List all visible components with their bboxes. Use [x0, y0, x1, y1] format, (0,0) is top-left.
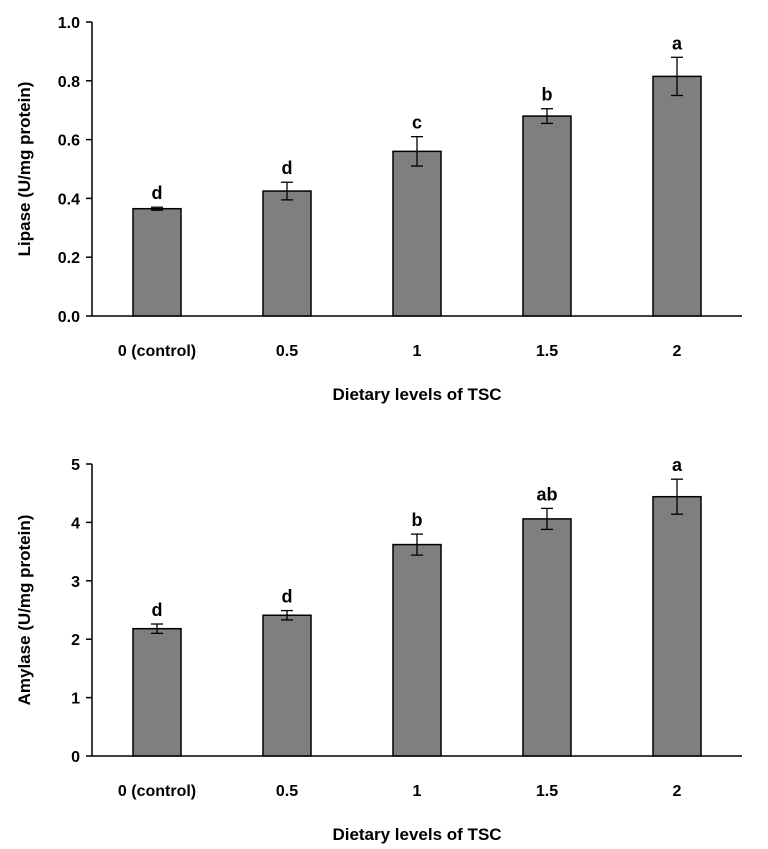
bar	[652, 495, 702, 757]
x-tick-label: 0 (control)	[118, 783, 196, 800]
y-tick-label: 0	[71, 749, 80, 766]
bar	[522, 518, 572, 757]
y-tick-label: 2	[71, 632, 80, 649]
x-tick-label: 0 (control)	[118, 343, 196, 360]
significance-letter: b	[542, 85, 553, 105]
bar	[392, 543, 442, 757]
significance-letter: a	[672, 455, 683, 475]
y-tick-label: 5	[71, 457, 80, 474]
significance-letter: d	[152, 183, 163, 203]
bar	[522, 115, 572, 317]
x-tick-label: 0.5	[276, 783, 298, 800]
y-tick-label: 0.8	[58, 74, 80, 91]
x-tick-label: 1.5	[536, 783, 558, 800]
significance-letter: d	[152, 600, 163, 620]
y-axis-title: Lipase (U/mg protein)	[15, 82, 34, 257]
y-tick-label: 0.0	[58, 309, 80, 326]
significance-letter: a	[672, 33, 683, 53]
y-axis-title: Amylase (U/mg protein)	[15, 515, 34, 706]
bar	[262, 614, 312, 757]
y-tick-label: 0.4	[58, 191, 80, 208]
x-tick-label: 2	[673, 343, 682, 360]
y-tick-label: 3	[71, 574, 80, 591]
x-tick-label: 2	[673, 783, 682, 800]
significance-letter: b	[412, 510, 423, 530]
bar	[262, 190, 312, 317]
y-tick-label: 1.0	[58, 15, 80, 32]
bar	[652, 75, 702, 317]
bar	[132, 627, 182, 757]
bar	[392, 150, 442, 317]
y-tick-label: 0.2	[58, 250, 80, 267]
lipase-chart: 0.0 0.2 0.4 0.6 0.8 1.0 Lipase (U/mg protein) d…	[15, 15, 742, 404]
significance-letter: d	[282, 158, 293, 178]
bar	[132, 207, 182, 317]
significance-letter: c	[412, 113, 422, 133]
significance-letter: d	[282, 587, 293, 607]
x-axis-title: Dietary levels of TSC	[332, 385, 501, 404]
x-axis-title: Dietary levels of TSC	[332, 825, 501, 844]
y-tick-label: 4	[71, 515, 80, 532]
significance-letter: ab	[536, 484, 557, 504]
x-tick-label: 0.5	[276, 343, 298, 360]
x-tick-label: 1	[413, 783, 422, 800]
amylase-chart: 0 1 2 3 4 5 Amylase (U/mg protein) d 0 (control)…	[15, 455, 742, 844]
x-tick-label: 1.5	[536, 343, 558, 360]
y-tick-label: 1	[71, 691, 80, 708]
x-tick-label: 1	[413, 343, 422, 360]
y-tick-label: 0.6	[58, 133, 80, 150]
